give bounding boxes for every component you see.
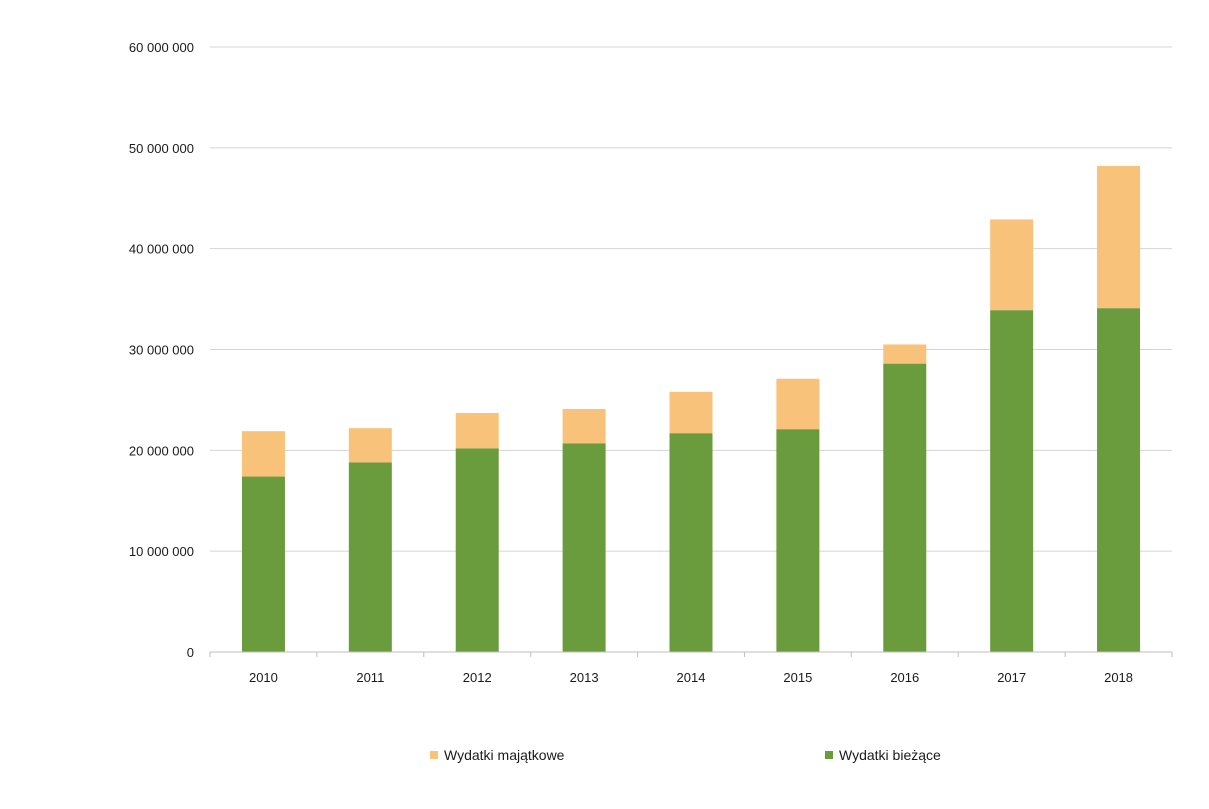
legend-swatch	[825, 751, 833, 759]
x-tick-label: 2015	[783, 670, 812, 685]
bars	[241, 165, 1141, 652]
x-tick-label: 2014	[677, 670, 706, 685]
y-tick-label: 30 000 000	[129, 343, 194, 358]
legend: Wydatki majątkowe Wydatki bieżące	[430, 747, 941, 763]
y-axis-tick-labels: 0 10 000 000 20 000 000 30 000 000 40 000 00…	[129, 40, 194, 660]
legend-item-wydatki-biezace: Wydatki bieżące	[825, 747, 941, 763]
bar-segment-wydatki-biezace-2017	[990, 310, 1034, 652]
bar-segment-wydatki-majatkowe-2017	[990, 219, 1034, 311]
bar-segment-wydatki-majatkowe-2018	[1097, 165, 1141, 309]
bar-segment-wydatki-majatkowe-2016	[883, 344, 927, 364]
bar-segment-wydatki-biezace-2011	[348, 462, 392, 652]
bar-segment-wydatki-majatkowe-2015	[776, 378, 820, 430]
bar-segment-wydatki-majatkowe-2014	[669, 391, 713, 434]
bar-segment-wydatki-biezace-2010	[241, 476, 285, 652]
x-axis-tick-labels: 2010 2011 2012 2013 2014 2015 2016 2017 2018	[249, 670, 1133, 685]
bar-segment-wydatki-majatkowe-2010	[241, 431, 285, 477]
x-tick-label: 2018	[1104, 670, 1133, 685]
x-tick-label: 2013	[570, 670, 599, 685]
bar-segment-wydatki-biezace-2018	[1097, 308, 1141, 652]
bar-segment-wydatki-biezace-2015	[776, 429, 820, 652]
legend-label: Wydatki majątkowe	[444, 747, 565, 763]
x-tick-label: 2012	[463, 670, 492, 685]
x-tick-label: 2016	[890, 670, 919, 685]
x-tick-label: 2010	[249, 670, 278, 685]
bar-segment-wydatki-majatkowe-2013	[562, 408, 606, 444]
bar-segment-wydatki-majatkowe-2012	[455, 413, 499, 449]
x-tick-label: 2011	[356, 670, 384, 685]
y-tick-label: 60 000 000	[129, 40, 194, 55]
bar-segment-wydatki-biezace-2012	[455, 448, 499, 652]
y-tick-label: 10 000 000	[129, 544, 194, 559]
legend-swatch	[430, 751, 438, 759]
y-tick-label: 0	[187, 645, 194, 660]
x-axis	[209, 651, 1173, 657]
bar-segment-wydatki-biezace-2014	[669, 433, 713, 652]
x-tick-label: 2017	[997, 670, 1026, 685]
y-tick-label: 20 000 000	[129, 443, 194, 458]
y-tick-label: 40 000 000	[129, 242, 194, 257]
bar-segment-wydatki-biezace-2013	[562, 443, 606, 652]
bar-segment-wydatki-majatkowe-2011	[348, 428, 392, 463]
legend-item-wydatki-majatkowe: Wydatki majątkowe	[430, 747, 565, 763]
y-tick-label: 50 000 000	[129, 141, 194, 156]
bar-segment-wydatki-biezace-2016	[883, 363, 927, 652]
legend-label: Wydatki bieżące	[839, 747, 941, 763]
